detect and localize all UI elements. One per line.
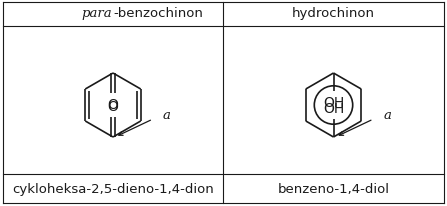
Text: OH: OH xyxy=(323,96,344,109)
Text: a: a xyxy=(384,109,392,122)
Text: -benzochinon: -benzochinon xyxy=(113,7,203,20)
Text: a: a xyxy=(163,109,171,122)
Text: cykloheksa-2,5-dieno-1,4-dion: cykloheksa-2,5-dieno-1,4-dion xyxy=(12,182,214,195)
Text: para: para xyxy=(81,7,112,20)
Text: O: O xyxy=(108,99,118,114)
Text: hydrochinon: hydrochinon xyxy=(292,7,375,20)
Text: OH: OH xyxy=(323,102,344,115)
Text: O: O xyxy=(108,97,118,111)
Text: benzeno-1,4-diol: benzeno-1,4-diol xyxy=(278,182,389,195)
